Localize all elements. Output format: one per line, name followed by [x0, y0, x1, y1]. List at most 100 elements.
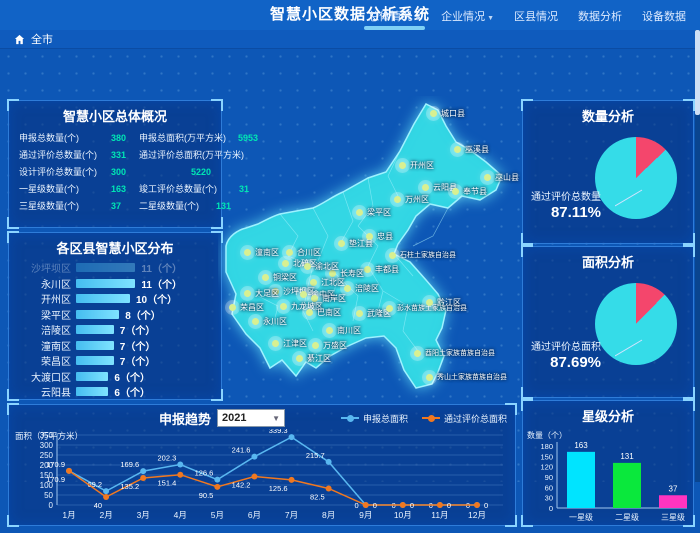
- overview-row: 三星级数量(个) 37 二星级数量(个) 131: [19, 201, 231, 211]
- marker-dot: [244, 290, 251, 297]
- district-bar-row: 云阳县 6（个）: [41, 387, 150, 400]
- nav-item-2[interactable]: 企业情况 ▼: [441, 11, 494, 23]
- marker-dot: [304, 263, 311, 270]
- panel-star-analysis: 星级分析 0 30 60 90 120 150 180 数量（个） 163 一星级 131 二星级 37…: [521, 399, 695, 527]
- map-marker[interactable]: 石柱土家族自治县: [389, 250, 456, 260]
- map-marker[interactable]: 武隆区: [356, 308, 391, 319]
- marker-dot: [329, 270, 336, 277]
- legend-item[interactable]: 申报总面积: [340, 412, 408, 425]
- marker-dot: [282, 260, 289, 267]
- nav-item-1[interactable]: 总体情况 ▼: [364, 8, 425, 30]
- svg-text:90.5: 90.5: [199, 491, 214, 500]
- map-marker[interactable]: 潼南区: [244, 247, 279, 258]
- svg-text:10月: 10月: [394, 510, 412, 520]
- panel-corner: [683, 245, 695, 257]
- map-marker[interactable]: 沙坪坝区: [272, 286, 315, 297]
- panel-corner: [683, 99, 695, 111]
- map-marker[interactable]: 城口县: [430, 108, 465, 119]
- marker-dot: [229, 304, 236, 311]
- map-marker[interactable]: 开州区: [399, 160, 434, 171]
- map-marker[interactable]: 奉节县: [452, 186, 487, 197]
- map-marker[interactable]: 涪陵区: [344, 283, 379, 294]
- nav-item-3[interactable]: 区县情况: [514, 11, 558, 23]
- nav-item-5[interactable]: 设备数据: [642, 11, 686, 23]
- svg-text:12月: 12月: [468, 510, 486, 520]
- svg-text:90: 90: [545, 473, 553, 482]
- panel-corner: [211, 231, 223, 243]
- breadcrumb[interactable]: 全市: [0, 30, 700, 49]
- panel-corner: [521, 387, 533, 399]
- map-marker[interactable]: 江津区: [272, 338, 307, 349]
- map-marker[interactable]: 合川区: [286, 247, 321, 258]
- scrollbar-thumb[interactable]: [695, 30, 700, 115]
- panel-overview-title: 智慧小区总体概况: [62, 109, 167, 124]
- quantity-pie-chart: [595, 137, 677, 219]
- map-shape: [225, 103, 503, 389]
- nav-item-4[interactable]: 数据分析: [578, 11, 622, 23]
- map-marker[interactable]: 巫山县: [484, 172, 519, 183]
- map-marker[interactable]: 南川区: [326, 325, 361, 336]
- map-marker[interactable]: 綦江区: [296, 353, 331, 364]
- marker-dot: [422, 184, 429, 191]
- svg-text:数量（个）: 数量（个）: [527, 430, 567, 440]
- map-marker[interactable]: 永川区: [252, 316, 287, 327]
- legend-item[interactable]: 通过评价总面积: [421, 412, 507, 425]
- svg-text:125.6: 125.6: [269, 484, 288, 493]
- panel-corner: [7, 515, 19, 527]
- overview-row: 设计评价总数量(个) 300 5220: [19, 167, 211, 177]
- year-dropdown[interactable]: 2021 ▼: [217, 409, 286, 427]
- map-marker[interactable]: 巴南区: [306, 307, 341, 318]
- map-marker[interactable]: 忠县: [366, 231, 393, 242]
- district-bar-row: 开州区 10（个）: [41, 294, 178, 307]
- map-marker[interactable]: 南岸区: [311, 293, 346, 304]
- panel-corner: [211, 389, 223, 401]
- svg-text:215.7: 215.7: [306, 451, 325, 460]
- svg-text:131: 131: [620, 452, 634, 461]
- map-marker[interactable]: 万盛区: [312, 340, 347, 351]
- scrollbar-track[interactable]: [695, 30, 700, 482]
- map-marker[interactable]: 秀山土家族苗族自治县: [426, 372, 507, 382]
- map-marker[interactable]: 巫溪县: [454, 144, 489, 155]
- map-marker[interactable]: 梁平区: [356, 207, 391, 218]
- svg-text:8月: 8月: [322, 510, 335, 520]
- app-title: 智慧小区数据分析系统: [269, 6, 430, 23]
- marker-dot: [452, 188, 459, 195]
- map-marker[interactable]: 万州区: [394, 194, 429, 205]
- svg-text:3月: 3月: [137, 510, 150, 520]
- marker-dot: [252, 318, 259, 325]
- map-marker[interactable]: 垫江县: [338, 238, 373, 249]
- chongqing-map[interactable]: 城口县巫溪县巫山县 开州区云阳县 奉节县万州区 梁平区垫江县 忠县石柱土家族自治县丰都县…: [218, 96, 519, 402]
- svg-text:169.6: 169.6: [120, 460, 139, 469]
- svg-text:37: 37: [669, 484, 678, 493]
- marker-dot: [244, 249, 251, 256]
- map-marker[interactable]: 酉阳土家族苗族自治县: [414, 348, 495, 358]
- marker-dot: [326, 327, 333, 334]
- map-marker[interactable]: 云阳县: [422, 182, 457, 193]
- marker-dot: [338, 240, 345, 247]
- svg-text:0: 0: [447, 501, 451, 510]
- svg-text:170.9: 170.9: [46, 475, 65, 484]
- svg-text:面积（万平方米）: 面积（万平方米）: [15, 431, 83, 441]
- panel-quantity-title: 数量分析: [581, 109, 634, 124]
- svg-text:二星级: 二星级: [615, 512, 639, 522]
- breadcrumb-label: 全市: [31, 34, 53, 46]
- svg-text:50: 50: [44, 491, 53, 500]
- map-marker[interactable]: 大足区: [244, 288, 279, 299]
- map-marker[interactable]: 丰都县: [364, 264, 399, 275]
- map-marker[interactable]: 渝中区: [300, 289, 335, 300]
- marker-dot: [484, 174, 491, 181]
- marker-dot: [310, 279, 317, 286]
- map-marker[interactable]: 黔江区: [426, 297, 461, 308]
- svg-text:339.3: 339.3: [269, 429, 288, 435]
- map-marker[interactable]: 彭水苗族土家族自治县: [386, 303, 467, 313]
- map-marker[interactable]: 渝北区: [304, 261, 339, 272]
- map-marker[interactable]: 九龙坡区: [280, 301, 323, 312]
- map-marker[interactable]: 江北区: [310, 277, 345, 288]
- svg-text:0: 0: [373, 501, 377, 510]
- marker-dot: [454, 146, 461, 153]
- overview-row: 通过评价总数量(个) 331 通过评价总面积(万平方米): [19, 150, 244, 160]
- map-marker[interactable]: 荣昌区: [229, 302, 264, 313]
- map-marker[interactable]: 铜梁区: [262, 272, 297, 283]
- map-marker[interactable]: 长寿区: [329, 268, 364, 279]
